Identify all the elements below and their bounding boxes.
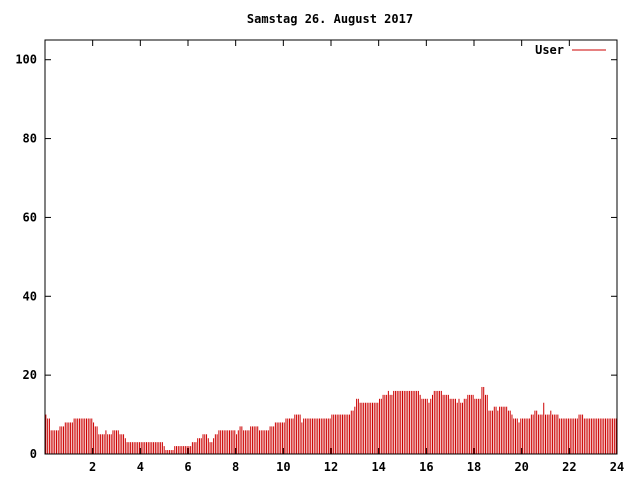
chart-title: Samstag 26. August 2017 — [247, 12, 413, 26]
x-tick-label: 24 — [610, 460, 624, 474]
x-tick-label: 18 — [467, 460, 481, 474]
x-tick-label: 20 — [514, 460, 528, 474]
ticks-group — [45, 40, 618, 455]
legend-label-user: User — [535, 43, 564, 57]
y-tick-label: 80 — [23, 132, 37, 146]
x-tick-label: 14 — [371, 460, 385, 474]
legend: User — [535, 43, 606, 57]
bars-group — [45, 386, 617, 454]
x-tick-label: 2 — [89, 460, 96, 474]
y-tick-label: 60 — [23, 210, 37, 224]
x-tick-label: 12 — [324, 460, 338, 474]
y-tick-label: 100 — [15, 53, 37, 67]
x-tick-label: 22 — [562, 460, 576, 474]
x-tick-label: 4 — [137, 460, 144, 474]
x-tick-label: 8 — [232, 460, 239, 474]
x-tick-label: 10 — [276, 460, 290, 474]
y-tick-label: 40 — [23, 289, 37, 303]
plot-frame — [44, 39, 618, 455]
y-tick-label: 20 — [23, 368, 37, 382]
x-tick-label: 6 — [184, 460, 191, 474]
y-tick-label: 0 — [30, 447, 37, 461]
x-tick-label: 16 — [419, 460, 433, 474]
